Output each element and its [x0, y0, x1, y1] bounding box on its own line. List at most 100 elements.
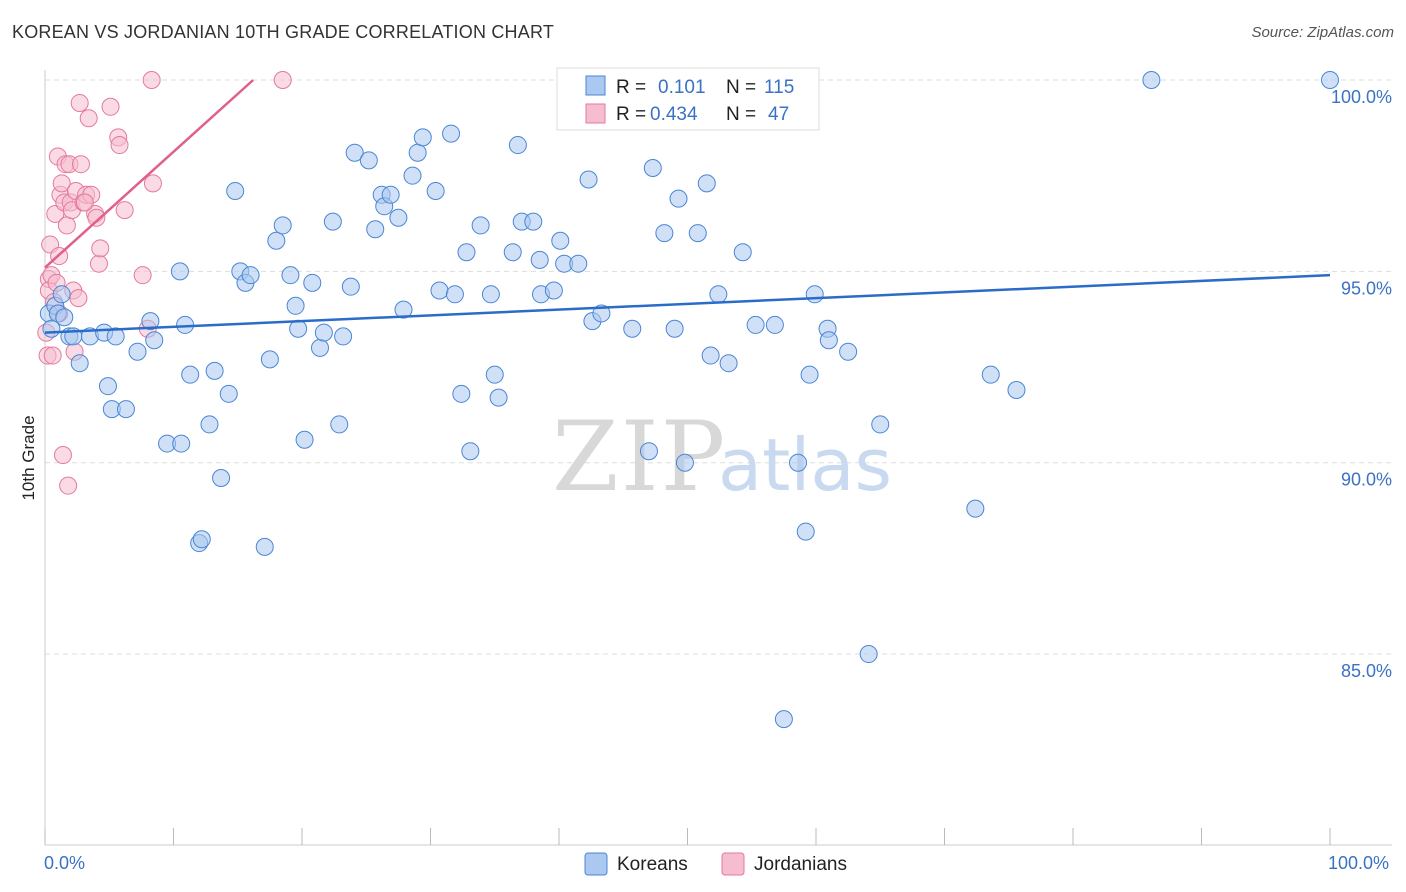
watermark-zip: ZIP [552, 401, 727, 513]
korean-point-102 [800, 365, 819, 384]
korean-point-63 [452, 384, 471, 403]
source-label: Source: ZipAtlas.com [1251, 24, 1394, 41]
korean-n-label: N = [726, 77, 756, 98]
korean-r-label: R = [616, 77, 646, 98]
korean-point-25 [200, 415, 219, 434]
korean-point-74 [530, 250, 549, 269]
korean-point-65 [461, 442, 480, 461]
x-tick-label-min: 0.0% [44, 853, 85, 873]
korean-point-55 [394, 300, 413, 319]
korean-point-53 [381, 185, 400, 204]
korean-point-69 [489, 388, 508, 407]
korean-point-40 [295, 430, 314, 449]
korean-point-90 [675, 453, 694, 472]
korean-point-73 [524, 212, 543, 231]
jordanian-point-45 [75, 193, 94, 212]
korean-point-42 [310, 338, 329, 357]
korean-point-35 [267, 231, 286, 250]
korean-point-68 [485, 365, 504, 384]
y-tick-label-90: 90.0% [1341, 470, 1392, 490]
korean-point-43 [314, 323, 333, 342]
korean-point-85 [643, 159, 662, 178]
korean-point-33 [255, 537, 274, 556]
jordanian-point-43 [143, 174, 162, 193]
korean-point-20 [172, 434, 191, 453]
korean-point-8 [70, 354, 89, 373]
y-tick-label-100: 100.0% [1331, 87, 1392, 107]
stats-legend: R = 0.101 N = 115 R = 0.434 N = 47 [556, 67, 820, 131]
korean-point-5 [55, 308, 74, 327]
korean-point-45 [330, 415, 349, 434]
korean-point-95 [719, 354, 738, 373]
korean-point-17 [145, 331, 164, 350]
korean-point-54 [389, 208, 408, 227]
korean-point-97 [746, 315, 765, 334]
korean-point-62 [445, 285, 464, 304]
korean-point-87 [655, 224, 674, 243]
korean-point-24 [192, 530, 211, 549]
korean-point-60 [430, 281, 449, 300]
jordanian-point-14 [53, 446, 72, 465]
korean-point-22 [181, 365, 200, 384]
jordanian-trend-line [44, 79, 255, 269]
korean-point-13 [106, 327, 125, 346]
jordanian-point-6 [43, 346, 62, 365]
korean-point-19 [170, 262, 189, 281]
koreans-legend-swatch [584, 852, 608, 876]
korean-point-105 [819, 331, 838, 350]
korean-point-48 [345, 143, 364, 162]
korean-point-38 [286, 296, 305, 315]
korean-point-66 [471, 216, 490, 235]
korean-point-101 [796, 522, 815, 541]
korean-point-39 [289, 319, 308, 338]
jordanian-point-17 [57, 216, 76, 235]
jordanian-point-44 [273, 71, 292, 89]
korean-point-36 [273, 216, 292, 235]
korean-point-47 [341, 277, 360, 296]
jordanian-point-27 [71, 155, 90, 174]
korean-point-96 [733, 243, 752, 262]
korean-points [39, 71, 1339, 729]
jordanian-point-25 [69, 289, 88, 308]
jordanians-legend-swatch [721, 852, 745, 876]
jordanian-n-value: 47 [768, 104, 789, 125]
korean-point-14 [116, 400, 135, 419]
korean-point-57 [408, 143, 427, 162]
koreans-legend-label: Koreans [617, 854, 688, 875]
korean-legend-swatch [585, 75, 606, 96]
korean-point-94 [709, 285, 728, 304]
korean-point-100 [789, 453, 808, 472]
jordanian-point-40 [133, 266, 152, 285]
korean-point-50 [366, 220, 385, 239]
korean-point-44 [323, 212, 342, 231]
jordanian-r-value: 0.434 [650, 104, 698, 125]
korean-point-37 [281, 266, 300, 285]
korean-point-88 [665, 319, 684, 338]
korean-point-89 [669, 189, 688, 208]
korean-point-41 [303, 273, 322, 292]
y-tick-label-95: 95.0% [1341, 278, 1392, 298]
korean-point-84 [639, 442, 658, 461]
series-legend: Koreans Jordanians [584, 852, 847, 876]
korean-point-15 [128, 342, 147, 361]
jordanian-point-18 [59, 476, 78, 495]
jordanian-r-label: R = [616, 104, 646, 125]
axes [44, 70, 1392, 846]
korean-point-16 [141, 312, 160, 331]
jordanian-point-13 [52, 174, 71, 193]
korean-point-67 [481, 285, 500, 304]
korean-point-80 [579, 170, 598, 189]
korean-point-61 [442, 124, 461, 143]
korean-point-70 [503, 243, 522, 262]
jordanian-point-30 [79, 109, 98, 128]
jordanian-legend-swatch [585, 103, 606, 124]
korean-point-76 [544, 281, 563, 300]
korean-point-110 [981, 365, 1000, 384]
korean-n-value: 115 [764, 77, 794, 98]
korean-point-82 [592, 304, 611, 323]
korean-point-11 [98, 377, 117, 396]
korean-point-79 [569, 254, 588, 273]
chart-title: KOREAN VS JORDANIAN 10TH GRADE CORRELATI… [12, 22, 555, 42]
gridlines [45, 79, 1392, 655]
